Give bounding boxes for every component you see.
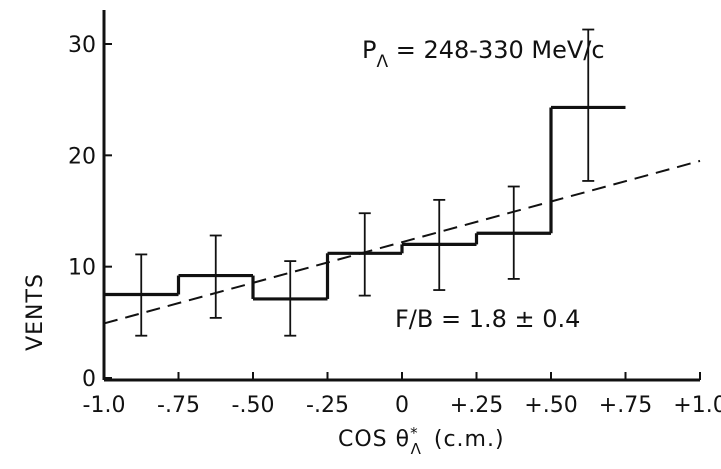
x-tick-label: -.75 [157,393,200,418]
error-bar [209,234,222,319]
x-tick-label: -1.0 [83,393,126,418]
error-bar [135,253,148,337]
x-axis-label-sub: Λ [411,440,422,458]
error-bar [433,198,446,291]
fit-line-group [103,159,701,325]
error-bar [507,185,520,280]
y-axis-label: VENTS [23,273,48,351]
x-tick-label: +.25 [450,393,503,418]
error-bar [358,212,371,297]
momentum-annotation: PΛ = 248-330 MeV/c [362,36,605,72]
x-tick-label: +1.0 [673,393,721,418]
error-bar [284,260,297,337]
momentum-range: = 248-330 MeV/c [388,36,604,64]
momentum-subscript: Λ [376,52,388,72]
x-tick-label: 0 [395,393,409,418]
forward-backward-annotation: F/B = 1.8 ± 0.4 [395,305,580,333]
y-tick-label: 0 [82,367,96,392]
fit-line [103,159,701,325]
momentum-symbol: P [362,36,376,64]
x-tick-label: -.25 [306,393,349,418]
error-bar [582,28,595,182]
x-tick-labels: -1.0 -.75 -.50 -.25 0 +.25 +.50 +.75 +1.0 [83,393,721,418]
axes [102,10,701,382]
x-axis-label-star: * [410,424,419,442]
x-tick-label: +.75 [599,393,652,418]
y-tick-label: 30 [68,33,96,58]
x-tick-label: -.50 [232,393,275,418]
x-axis-label: COS θ* Λ (c.m.) [338,424,505,458]
x-axis-label-frame: (c.m.) [426,427,505,452]
x-axis-label-main: COS θ [338,427,410,452]
y-tick-labels: 0 10 20 30 [68,33,96,392]
error-bars [135,28,595,337]
y-tick-label: 10 [68,256,96,281]
x-tick-label: +.50 [524,393,577,418]
y-tick-label: 20 [68,144,96,169]
